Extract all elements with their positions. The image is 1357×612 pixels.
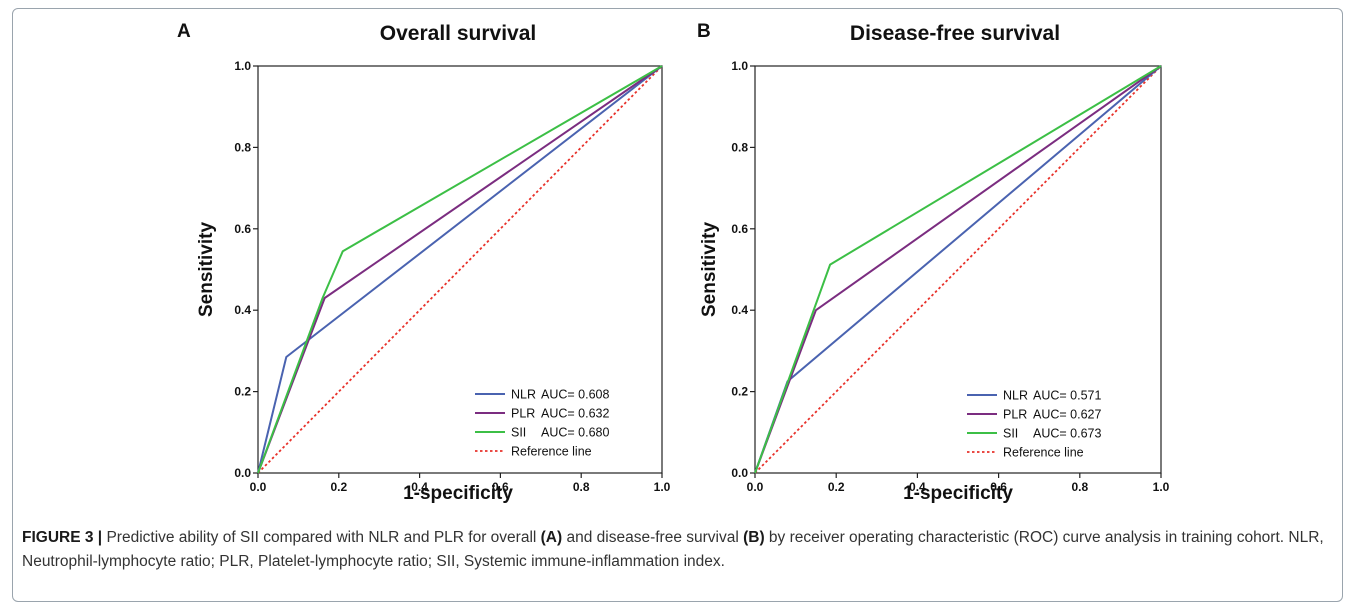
series-line-reference-line xyxy=(257,65,663,474)
y-tick-label: 0.8 xyxy=(234,140,251,154)
x-tick-label: 0.6 xyxy=(990,480,1007,494)
caption-ref-b: (B) xyxy=(743,529,765,546)
x-tick-label: 1.0 xyxy=(1153,480,1170,494)
legend-auc-label: AUC= 0.673 xyxy=(1033,427,1101,441)
legend-auc-label: AUC= 0.627 xyxy=(1033,408,1101,422)
x-tick-label: 0.4 xyxy=(411,480,428,494)
y-tick-label: 0.4 xyxy=(731,303,748,317)
panel-b-x-axis-label: 1-specificity xyxy=(903,483,1013,504)
panel-a-x-axis-label: 1-specificity xyxy=(403,483,513,504)
x-tick-label: 0.8 xyxy=(573,480,590,494)
y-tick-label: 0.4 xyxy=(234,303,251,317)
panel-a-letter: A xyxy=(177,21,191,42)
figure-caption: FIGURE 3 | Predictive ability of SII com… xyxy=(22,526,1332,574)
y-tick-label: 1.0 xyxy=(234,59,251,73)
series-line-reference-line xyxy=(754,65,1162,474)
panel-b-y-axis-label: Sensitivity xyxy=(699,222,720,317)
legend-auc-label: AUC= 0.571 xyxy=(1033,389,1101,403)
y-tick-label: 0.2 xyxy=(731,385,748,399)
caption-text-3: by receiver operating characteristic (RO… xyxy=(22,529,1324,570)
x-tick-label: 0.0 xyxy=(747,480,764,494)
series-line-nlr xyxy=(257,65,663,474)
y-tick-label: 0.8 xyxy=(731,140,748,154)
legend-auc-label: AUC= 0.680 xyxy=(541,426,609,440)
legend-auc-label: AUC= 0.632 xyxy=(541,407,609,421)
panel-b-letter: B xyxy=(697,21,711,42)
legend-label: PLR xyxy=(1003,408,1027,422)
panel-a-y-axis-label: Sensitivity xyxy=(196,222,217,317)
x-tick-label: 0.4 xyxy=(909,480,926,494)
legend-label: NLR xyxy=(1003,389,1028,403)
series-line-sii xyxy=(257,65,663,474)
caption-figure-label: FIGURE 3 | xyxy=(22,529,103,546)
y-tick-label: 0.0 xyxy=(731,466,748,480)
y-tick-label: 0.6 xyxy=(234,222,251,236)
x-tick-label: 1.0 xyxy=(654,480,671,494)
panel-a: A Overall survival 0.0 0.2 0.4 0.6 0.8 1.0 0.0 0.… xyxy=(177,21,671,504)
y-tick-label: 1.0 xyxy=(731,59,748,73)
legend-label: NLR xyxy=(511,388,536,402)
legend-label: SII xyxy=(1003,427,1018,441)
series-line-sii xyxy=(754,65,1162,474)
x-tick-label: 0.8 xyxy=(1071,480,1088,494)
x-tick-label: 0.0 xyxy=(250,480,267,494)
legend-label: SII xyxy=(511,426,526,440)
caption-ref-a: (A) xyxy=(540,529,563,546)
panel-a-title: Overall survival xyxy=(380,22,536,45)
x-tick-label: 0.2 xyxy=(828,480,845,494)
caption-text-1: Predictive ability of SII compared with … xyxy=(102,529,541,546)
x-tick-label: 0.2 xyxy=(330,480,347,494)
caption-text-2: and disease-free survival xyxy=(562,529,744,546)
legend-label: PLR xyxy=(511,407,535,421)
y-tick-label: 0.6 xyxy=(731,222,748,236)
x-tick-label: 0.6 xyxy=(492,480,509,494)
legend-label: Reference line xyxy=(1003,446,1084,460)
legend-auc-label: AUC= 0.608 xyxy=(541,388,609,402)
y-tick-label: 0.2 xyxy=(234,385,251,399)
y-tick-label: 0.0 xyxy=(234,466,251,480)
legend-label: Reference line xyxy=(511,445,592,459)
panel-b: B Disease-free survival 0.0 0.2 0.4 0.6 0.8 1.0… xyxy=(697,21,1170,504)
panel-b-title: Disease-free survival xyxy=(850,22,1060,45)
